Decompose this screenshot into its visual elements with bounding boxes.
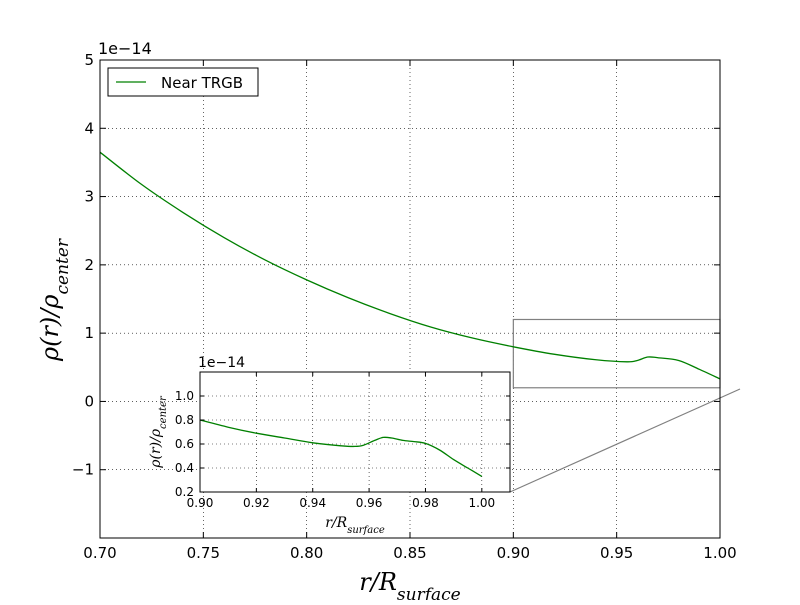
main-x-tick-label: 1.00 [703,544,736,562]
main-series-line-0 [99,151,721,380]
inset-offset-label: 1e−14 [198,355,245,371]
inset-x-tick-label: 0.94 [299,496,326,510]
main-y-tick-label: 2 [84,256,94,274]
inset-x-tick-label: 1.00 [468,496,495,510]
main-x-tick-label: 0.70 [83,544,116,562]
inset-x-axis-label: r/Rsurface [325,515,385,536]
main-x-axis-label: r/Rsurface [359,568,460,600]
inset-x-tick-label: 0.92 [243,496,270,510]
main-y-tick-label: 3 [84,188,94,206]
main-x-tick-label: 0.85 [393,544,426,562]
main-x-tick-label: 0.90 [497,544,530,562]
zoom-indicator [509,318,741,493]
inset-y-tick-label: 0.8 [175,413,194,427]
main-offset-label: 1e−14 [98,39,152,58]
main-ticks: 0.70 0.75 0.80 0.85 0.90 0.95 1.00 −1 0 1 2 3 4 5 [72,51,737,562]
main-y-tick-label: 4 [84,119,94,137]
main-y-tick-label: 0 [84,392,94,410]
zoom-box [512,318,721,389]
main-y-axis-label: ρ(r)/ρcenter [36,238,73,362]
inset-y-tick-label: 0.4 [175,461,194,475]
inset-x-tick-label: 0.90 [187,496,214,510]
inset-y-tick-label: 1.0 [175,389,194,403]
main-y-tick-label: 5 [84,51,94,69]
main-x-tick-label: 0.80 [290,544,323,562]
inset-series-line-0 [199,419,483,477]
main-y-tick-label: −1 [72,461,94,479]
inset-background [200,372,510,492]
main-series-layer [99,151,721,380]
main-x-tick-label: 0.95 [600,544,633,562]
legend-label: Near TRGB [161,74,243,92]
legend: Near TRGB [107,67,259,97]
inset-y-axis-label: ρ(r)/ρcenter [148,395,169,469]
zoom-connector-line [509,388,741,493]
inset-y-tick-label: 0.6 [175,437,194,451]
main-y-tick-label: 1 [84,324,94,342]
inset-series-layer [199,419,483,477]
inset-axes-frame [199,371,511,493]
inset-ticks: 0.90 0.92 0.94 0.96 0.98 1.00 0.2 0.4 0.6 0.8 1.0 [175,372,510,510]
inset-y-tick-label: 0.2 [175,485,194,499]
inset-x-tick-label: 0.98 [412,496,439,510]
main-x-tick-label: 0.75 [187,544,220,562]
inset-x-tick-label: 0.96 [356,496,383,510]
